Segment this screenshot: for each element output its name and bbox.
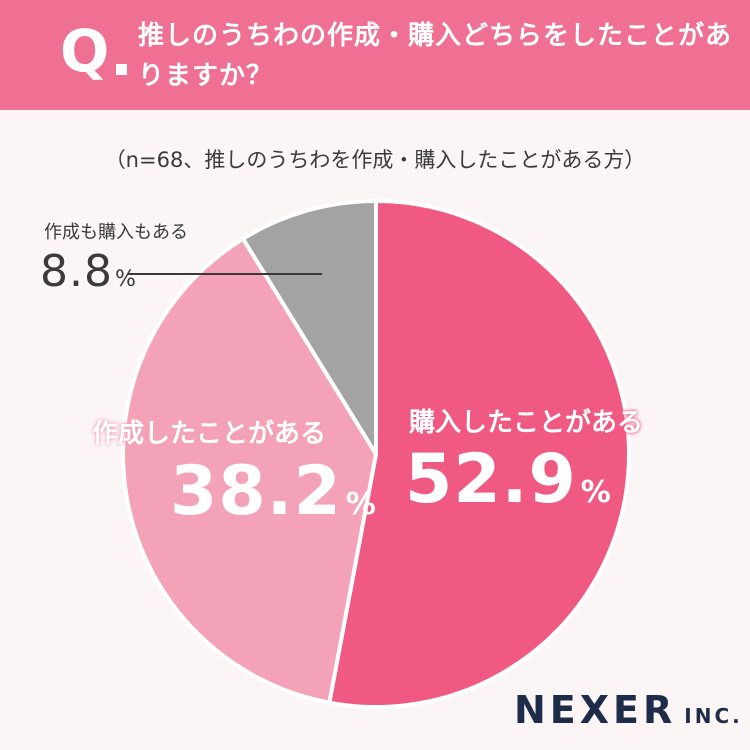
slice-label-purchase: 購入したことがある (409, 408, 644, 438)
sample-note: （n=68、推しのうちわを作成・購入したことがある方） (104, 148, 646, 172)
slice-label-both: 作成も購入もある (44, 222, 188, 243)
logo-suffix: INC. (684, 704, 743, 728)
q-dot (116, 64, 127, 75)
percent-sign: % (345, 487, 377, 522)
logo-main: NEXER (514, 688, 677, 732)
slice-label-create: 作成したことがある (92, 419, 327, 449)
slice-value-purchase: 52.9% (405, 440, 612, 519)
slice-value-both: 8.8% (40, 246, 137, 297)
question-header: Q 推しのうちわの作成・購入どちらをしたことがありますか？ (0, 0, 750, 110)
nexer-logo: NEXER INC. (514, 688, 743, 732)
percent-sign: % (580, 475, 612, 510)
q-mark: Q (60, 17, 110, 85)
question-text: 推しのうちわの作成・購入どちらをしたことがありますか？ (138, 21, 733, 91)
value-number: 38.2 (170, 452, 342, 531)
percent-sign: % (114, 267, 137, 292)
value-number: 52.9 (405, 440, 577, 519)
slice-value-create: 38.2% (170, 452, 377, 531)
pie-slice-both (241, 199, 378, 456)
pie-slice-purchase (327, 199, 631, 709)
value-number: 8.8 (40, 246, 113, 297)
